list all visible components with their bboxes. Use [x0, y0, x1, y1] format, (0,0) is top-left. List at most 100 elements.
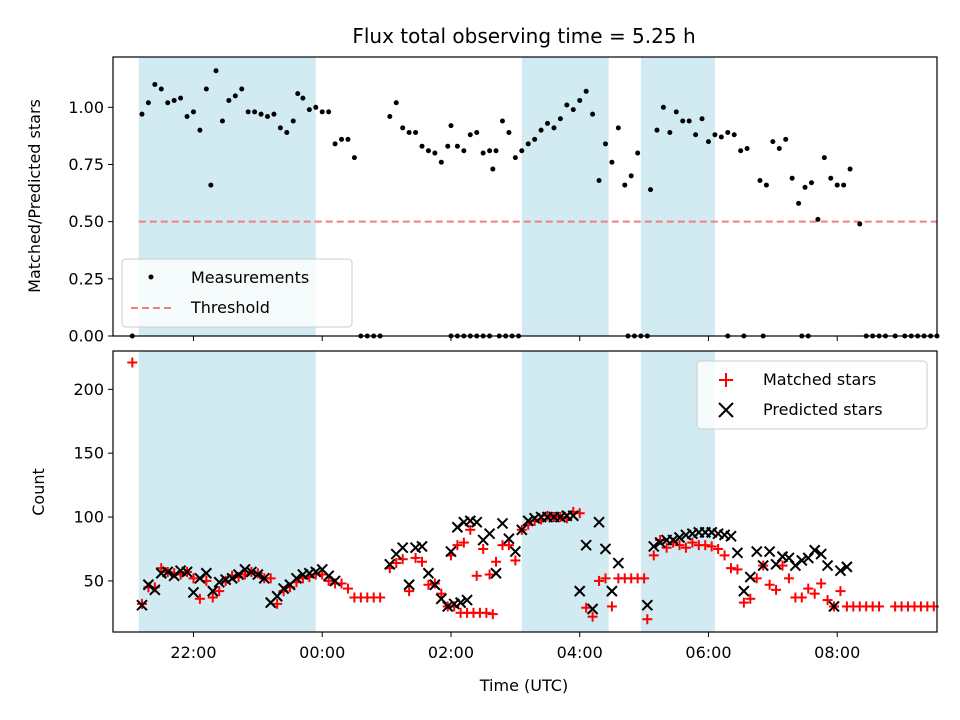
- matched-point: [214, 586, 225, 597]
- measurement-point: [783, 136, 789, 142]
- measurement-point: [744, 145, 750, 151]
- measurement-point: [551, 125, 557, 131]
- top-legend: Measurements Threshold: [121, 258, 353, 328]
- measurement-point: [602, 141, 608, 147]
- measurement-point: [757, 177, 763, 183]
- matched-point: [471, 570, 482, 581]
- measurement-point: [213, 68, 219, 74]
- matched-point: [803, 583, 814, 594]
- measurement-point: [532, 136, 538, 142]
- predicted-point: [808, 544, 821, 556]
- predicted-point-b: [136, 599, 148, 611]
- predicted-point: [290, 572, 303, 585]
- measurement-point: [480, 150, 486, 156]
- predicted-point-b: [396, 541, 409, 554]
- predicted-point-b: [751, 545, 763, 558]
- predicted-point: [429, 579, 441, 591]
- predicted-point-b: [599, 543, 612, 555]
- predicted-point: [445, 545, 457, 558]
- matched-point: [487, 609, 498, 620]
- matched-point: [713, 543, 724, 554]
- measurement-point: [139, 111, 145, 117]
- predicted-point-b: [841, 561, 853, 573]
- y-tick-label: 50: [84, 571, 104, 590]
- matched-point: [639, 573, 650, 584]
- top-x-ticks: [192, 336, 838, 341]
- predicted-point: [384, 558, 396, 571]
- matched-point: [342, 583, 353, 594]
- predicted-point-b: [322, 570, 335, 582]
- measurement-point: [622, 182, 628, 188]
- predicted-point-b: [648, 540, 660, 553]
- measurement-point: [184, 113, 190, 119]
- predicted-point-b: [226, 572, 238, 585]
- predicted-point-b: [277, 582, 290, 595]
- measurement-point: [673, 109, 679, 115]
- matched-point: [404, 586, 415, 597]
- measurement-point: [425, 148, 431, 154]
- measurement-point: [219, 118, 225, 124]
- predicted-point-b: [796, 554, 808, 567]
- measurement-point: [300, 95, 306, 101]
- measurement-point: [699, 116, 705, 122]
- y-tick-label: 200: [73, 380, 104, 399]
- predicted-point: [149, 584, 161, 596]
- x-tick-label: 00:00: [299, 643, 345, 662]
- measurement-point: [570, 107, 576, 113]
- matched-point: [452, 540, 463, 551]
- bottom-y-ticks: 50 100 150 200: [73, 380, 113, 590]
- measurement-point: [847, 166, 853, 172]
- predicted-point: [841, 561, 853, 573]
- predicted-point: [580, 539, 592, 551]
- measurement-point: [490, 166, 496, 172]
- predicted-point: [187, 586, 200, 599]
- measurement-point: [295, 91, 301, 97]
- measurement-point: [413, 129, 419, 135]
- measurement-point: [284, 129, 290, 135]
- measurement-point: [474, 129, 480, 135]
- predicted-point-b: [435, 593, 448, 605]
- predicted-point: [763, 545, 776, 558]
- predicted-point-b: [245, 566, 258, 578]
- measurement-point: [448, 123, 454, 129]
- legend-marker-measurements: [148, 274, 154, 280]
- predicted-point: [606, 585, 618, 597]
- predicted-point-b: [316, 563, 328, 576]
- predicted-point: [207, 585, 219, 597]
- matched-point: [458, 537, 469, 548]
- measurement-point: [258, 111, 264, 117]
- predicted-point-b: [310, 566, 322, 578]
- measurement-point: [776, 145, 782, 151]
- predicted-point-b: [763, 545, 776, 558]
- top-points: [129, 68, 940, 339]
- matched-point: [835, 586, 846, 597]
- predicted-point-b: [821, 559, 834, 572]
- measurement-point: [628, 173, 634, 179]
- measurement-point: [712, 132, 718, 138]
- y-tick-label: 100: [73, 508, 104, 527]
- predicted-point-b: [509, 545, 522, 558]
- measurement-point: [345, 136, 351, 142]
- matched-point: [436, 588, 447, 599]
- measurement-point: [686, 118, 692, 124]
- matched-point: [484, 569, 495, 580]
- matched-point: [510, 555, 521, 566]
- x-tick-label: 02:00: [428, 643, 474, 662]
- x-tick-label: 04:00: [557, 643, 603, 662]
- matched-point: [732, 564, 743, 575]
- predicted-point: [136, 599, 148, 611]
- predicted-point: [422, 567, 435, 579]
- predicted-point: [815, 548, 827, 560]
- matched-point: [706, 541, 717, 552]
- measurement-point: [208, 182, 214, 188]
- predicted-point-b: [815, 548, 827, 560]
- predicted-point: [252, 568, 264, 581]
- predicted-point-b: [586, 603, 599, 615]
- matched-point: [600, 573, 611, 584]
- measurement-point: [306, 107, 312, 113]
- measurement-point: [731, 132, 737, 138]
- measurement-point: [789, 175, 795, 181]
- predicted-point-b: [149, 584, 161, 596]
- predicted-point: [396, 541, 409, 554]
